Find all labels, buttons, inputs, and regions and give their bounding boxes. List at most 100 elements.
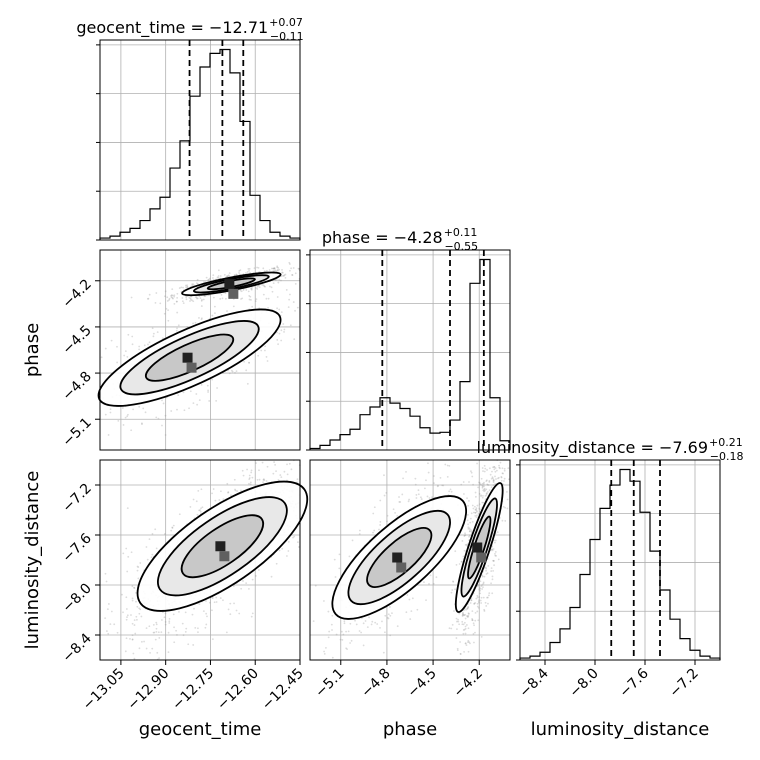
- sample-point: [277, 479, 280, 481]
- sample-point: [168, 622, 171, 624]
- sample-point: [249, 481, 252, 484]
- sample-point: [481, 482, 484, 485]
- sample-point: [122, 424, 125, 426]
- sample-point: [161, 399, 163, 402]
- sample-point: [286, 555, 288, 557]
- sample-point: [446, 476, 449, 478]
- sample-point: [152, 623, 155, 626]
- sample-point: [211, 597, 214, 600]
- histogram-step-geocent_time: [99, 48, 301, 240]
- sample-point: [213, 601, 216, 604]
- sample-point: [474, 619, 477, 622]
- sample-point: [121, 407, 124, 409]
- sample-point: [293, 535, 296, 538]
- sample-point: [449, 488, 452, 491]
- sample-point: [133, 624, 136, 626]
- sample-point: [291, 274, 294, 276]
- sample-point: [323, 652, 326, 655]
- sample-point: [130, 296, 133, 299]
- axis-labels: geocent_time phase luminosity_distance p…: [22, 323, 709, 740]
- sample-point: [462, 629, 465, 631]
- sample-point: [464, 642, 467, 645]
- sample-point: [200, 383, 203, 386]
- sample-point: [379, 499, 382, 502]
- sample-point: [166, 296, 169, 299]
- sample-point: [452, 580, 454, 583]
- sample-point: [487, 596, 489, 599]
- title-luminosity-distance: luminosity_distance = −7.69+0.21 −0.18: [477, 436, 744, 463]
- sample-point: [475, 514, 478, 517]
- sample-point: [467, 639, 470, 642]
- sample-point: [212, 488, 215, 490]
- sample-point: [232, 585, 235, 587]
- sample-point: [286, 463, 288, 466]
- sample-point: [250, 287, 252, 290]
- sample-point: [292, 301, 295, 303]
- sample-point: [138, 405, 141, 408]
- xlabel-luminosity-distance: luminosity_distance: [531, 719, 710, 740]
- sample-point: [223, 273, 226, 276]
- sample-point: [457, 620, 460, 623]
- density-peak-0: [215, 541, 226, 552]
- sample-point: [124, 350, 127, 352]
- sample-point: [294, 282, 297, 285]
- sample-point: [485, 573, 488, 575]
- sample-point: [170, 529, 173, 532]
- sample-point: [235, 273, 238, 276]
- sample-point: [246, 382, 249, 385]
- sample-point: [437, 484, 440, 487]
- sample-point: [125, 608, 128, 610]
- sample-point: [250, 287, 253, 290]
- sample-point: [117, 419, 120, 422]
- sample-point: [107, 632, 110, 635]
- sample-point: [211, 314, 214, 317]
- sample-point: [159, 302, 162, 305]
- sample-point: [297, 267, 300, 270]
- sample-point: [392, 508, 395, 511]
- sample-point: [280, 476, 283, 479]
- sample-point: [462, 613, 465, 616]
- sample-point: [234, 372, 236, 374]
- sample-point: [426, 495, 429, 498]
- sample-point: [185, 286, 187, 289]
- sample-point: [155, 627, 158, 630]
- sample-point: [219, 297, 222, 300]
- sample-point: [500, 479, 503, 482]
- sample-point: [178, 610, 180, 613]
- sample-point: [334, 576, 337, 578]
- sample-point: [253, 267, 256, 270]
- sample-point: [475, 507, 478, 510]
- sample-point: [431, 496, 433, 499]
- sample-point: [460, 483, 463, 486]
- sample-point: [130, 551, 133, 554]
- sample-point: [126, 356, 129, 358]
- panel-frame: [99, 39, 301, 241]
- sample-point: [389, 606, 391, 608]
- sample-point: [493, 468, 496, 471]
- sample-point: [481, 574, 484, 577]
- sample-point: [176, 296, 179, 299]
- sample-point: [274, 269, 277, 271]
- sample-point: [164, 623, 167, 626]
- sample-point: [492, 484, 495, 487]
- sample-point: [441, 484, 444, 487]
- panel-frame: [309, 459, 511, 661]
- sample-point: [272, 267, 275, 270]
- sample-point: [480, 596, 483, 599]
- sample-point: [345, 630, 347, 633]
- sample-point: [492, 481, 495, 484]
- sample-point: [482, 581, 485, 584]
- sample-point: [283, 274, 285, 277]
- sample-point: [248, 294, 251, 297]
- sample-point: [475, 516, 478, 519]
- sample-point: [503, 477, 506, 480]
- histogram-step-luminosity_distance: [519, 468, 721, 660]
- sample-point: [469, 517, 472, 520]
- sample-point: [240, 489, 242, 492]
- sample-point: [222, 599, 224, 602]
- sample-point: [481, 496, 484, 499]
- sample-point: [131, 638, 134, 641]
- sample-point: [264, 349, 266, 352]
- sample-point: [467, 612, 470, 615]
- sample-point: [288, 263, 291, 265]
